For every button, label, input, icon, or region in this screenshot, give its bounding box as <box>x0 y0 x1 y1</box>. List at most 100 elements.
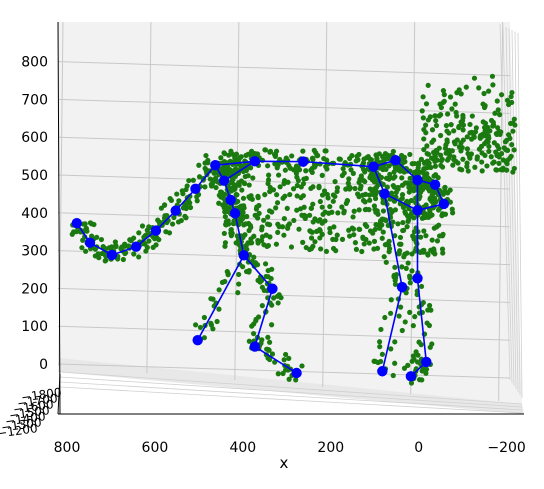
cloud-point <box>274 192 279 197</box>
cloud-point <box>467 122 472 127</box>
z-tick-label: 300 <box>21 244 48 260</box>
cloud-point <box>260 285 265 290</box>
cloud-point <box>301 181 306 186</box>
cloud-point <box>495 143 500 148</box>
skeleton-joint <box>430 179 440 189</box>
cloud-point <box>431 250 436 255</box>
cloud-point <box>388 346 393 351</box>
cloud-point <box>400 220 405 225</box>
skeleton-joint <box>170 205 180 215</box>
cloud-point <box>356 152 361 157</box>
cloud-point <box>286 356 291 361</box>
cloud-point <box>438 133 443 138</box>
cloud-point <box>423 130 428 135</box>
cloud-point <box>405 224 410 229</box>
cloud-point <box>275 200 280 205</box>
cloud-point <box>428 114 433 119</box>
cloud-point <box>460 127 465 132</box>
cloud-point <box>89 221 94 226</box>
cloud-point <box>439 105 444 110</box>
cloud-point <box>342 208 347 213</box>
cloud-point <box>274 242 279 247</box>
cloud-point <box>265 163 270 168</box>
cloud-point <box>236 272 241 277</box>
cloud-point <box>479 144 484 149</box>
cloud-point <box>355 157 360 162</box>
cloud-point <box>260 303 265 308</box>
cloud-point <box>384 260 389 265</box>
cloud-point <box>333 248 338 253</box>
cloud-point <box>486 149 491 154</box>
cloud-point <box>248 223 253 228</box>
cloud-point <box>174 191 179 196</box>
cloud-point <box>486 144 491 149</box>
cloud-point <box>217 193 222 198</box>
cloud-point <box>426 83 431 88</box>
cloud-point <box>452 141 457 146</box>
cloud-point <box>261 242 266 247</box>
cloud-point <box>267 340 272 345</box>
cloud-point <box>214 319 219 324</box>
cloud-point <box>298 195 303 200</box>
cloud-point <box>448 94 453 99</box>
cloud-point <box>509 154 514 159</box>
cloud-point <box>278 295 283 300</box>
cloud-point <box>460 157 465 162</box>
cloud-point <box>362 169 367 174</box>
cloud-point <box>454 90 459 95</box>
cloud-point <box>448 188 453 193</box>
cloud-point <box>352 186 357 191</box>
skeleton-joint <box>85 237 95 247</box>
cloud-point <box>318 246 323 251</box>
cloud-point <box>494 132 499 137</box>
cloud-point <box>460 113 465 118</box>
z-tick-label: 500 <box>21 168 48 184</box>
cloud-point <box>372 239 377 244</box>
cloud-point <box>359 249 364 254</box>
cloud-point <box>358 184 363 189</box>
cloud-point <box>202 184 207 189</box>
cloud-point <box>155 218 160 223</box>
cloud-point <box>316 185 321 190</box>
cloud-point <box>241 222 246 227</box>
cloud-point <box>99 237 104 242</box>
cloud-point <box>202 315 207 320</box>
z-tick-label: 0 <box>39 357 48 373</box>
skeleton-joint <box>421 357 431 367</box>
cloud-point <box>298 206 303 211</box>
cloud-point <box>208 321 213 326</box>
cloud-point <box>70 232 75 237</box>
cloud-point <box>257 211 262 216</box>
cloud-point <box>458 140 463 145</box>
z-tick-label: 400 <box>21 206 48 222</box>
skeleton-joint <box>291 368 301 378</box>
cloud-point <box>350 225 355 230</box>
cloud-point <box>507 136 512 141</box>
cloud-point <box>445 111 450 116</box>
cloud-point <box>472 135 477 140</box>
skeleton-joint <box>412 273 422 283</box>
cloud-point <box>439 158 444 163</box>
cloud-point <box>225 209 230 214</box>
cloud-point <box>491 122 496 127</box>
cloud-point <box>250 175 255 180</box>
cloud-point <box>317 227 322 232</box>
cloud-point <box>193 322 198 327</box>
cloud-point <box>421 136 426 141</box>
cloud-point <box>310 244 315 249</box>
cloud-point <box>401 254 406 259</box>
cloud-point <box>464 164 469 169</box>
cloud-point <box>360 193 365 198</box>
cloud-point <box>445 158 450 163</box>
cloud-point <box>394 186 399 191</box>
cloud-point <box>342 170 347 175</box>
cloud-point <box>419 377 424 382</box>
skeleton-joint <box>250 156 260 166</box>
cloud-point <box>220 280 225 285</box>
skeleton-joint <box>267 284 277 294</box>
cloud-point <box>510 120 515 125</box>
cloud-point <box>497 112 502 117</box>
cloud-point <box>188 205 193 210</box>
skeleton-joint <box>219 176 229 186</box>
cloud-point <box>212 171 217 176</box>
